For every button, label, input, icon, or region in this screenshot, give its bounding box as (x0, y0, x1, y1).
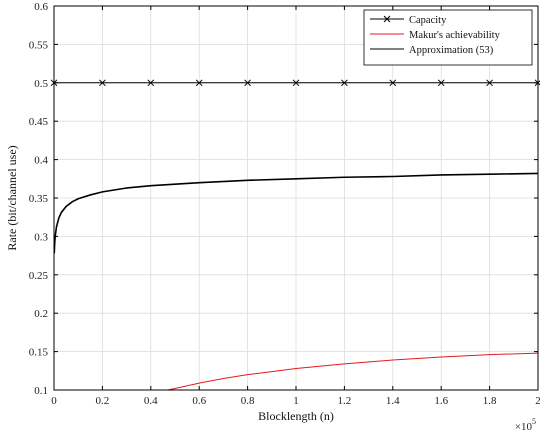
y-tick-label: 0.15 (29, 347, 49, 359)
y-tick-label: 0.6 (34, 1, 48, 13)
series-line-2 (53, 172, 539, 254)
y-tick-label: 0.2 (34, 308, 48, 320)
x-axis-exponent-base: ×10 (515, 421, 533, 433)
series-point (486, 79, 493, 87)
axes-ticks: 0 0.2 0.4 0.6 0.8 1 1.2 1.4 1.6 1.8 2 0.1 0.15 0.2 0.2… (29, 1, 540, 407)
series-point (437, 79, 445, 87)
x-tick-label: 2 (535, 395, 540, 407)
plot-area (50, 79, 540, 391)
x-tick-label: 0.4 (144, 395, 158, 407)
x-tick-label: 1 (293, 395, 299, 407)
series-point (99, 79, 106, 87)
x-tick-label: 1.6 (434, 395, 448, 407)
x-tick-label: 1.8 (483, 395, 497, 407)
legend-marker (383, 15, 391, 23)
legend-label: Makur's achievability (409, 30, 501, 41)
series-point (147, 79, 155, 87)
series-point (244, 79, 251, 87)
series-point (341, 79, 348, 87)
y-tick-label: 0.1 (34, 385, 48, 397)
series-line-1 (167, 352, 539, 391)
x-axis-label: Blocklength (n) (258, 409, 334, 423)
y-tick-label: 0.55 (29, 39, 49, 51)
y-tick-label: 0.5 (34, 78, 48, 90)
x-tick-label: 0 (51, 395, 57, 407)
x-axis-exponent-power: 5 (532, 417, 536, 426)
x-tick-label: 1.4 (386, 395, 400, 407)
legend-label: Approximation (53) (409, 45, 494, 56)
y-tick-label: 0.3 (34, 231, 48, 243)
x-tick-label: 1.2 (338, 395, 352, 407)
x-tick-label: 0.8 (241, 395, 255, 407)
series-point (389, 79, 397, 87)
y-axis-label: Rate (bit/channel use) (5, 145, 19, 250)
x-tick-label: 0.6 (192, 395, 206, 407)
legend-label: Capacity (409, 15, 447, 26)
y-tick-label: 0.4 (34, 155, 48, 167)
y-tick-label: 0.35 (29, 193, 49, 205)
x-axis-exponent: ×105 (515, 417, 536, 433)
y-tick-label: 0.25 (29, 270, 49, 282)
series-point (292, 79, 300, 87)
y-tick-label: 0.45 (29, 116, 49, 128)
legend: Capacity Makur's achievability Approximati… (363, 9, 533, 66)
series-point (195, 79, 203, 87)
x-tick-label: 0.2 (96, 395, 110, 407)
